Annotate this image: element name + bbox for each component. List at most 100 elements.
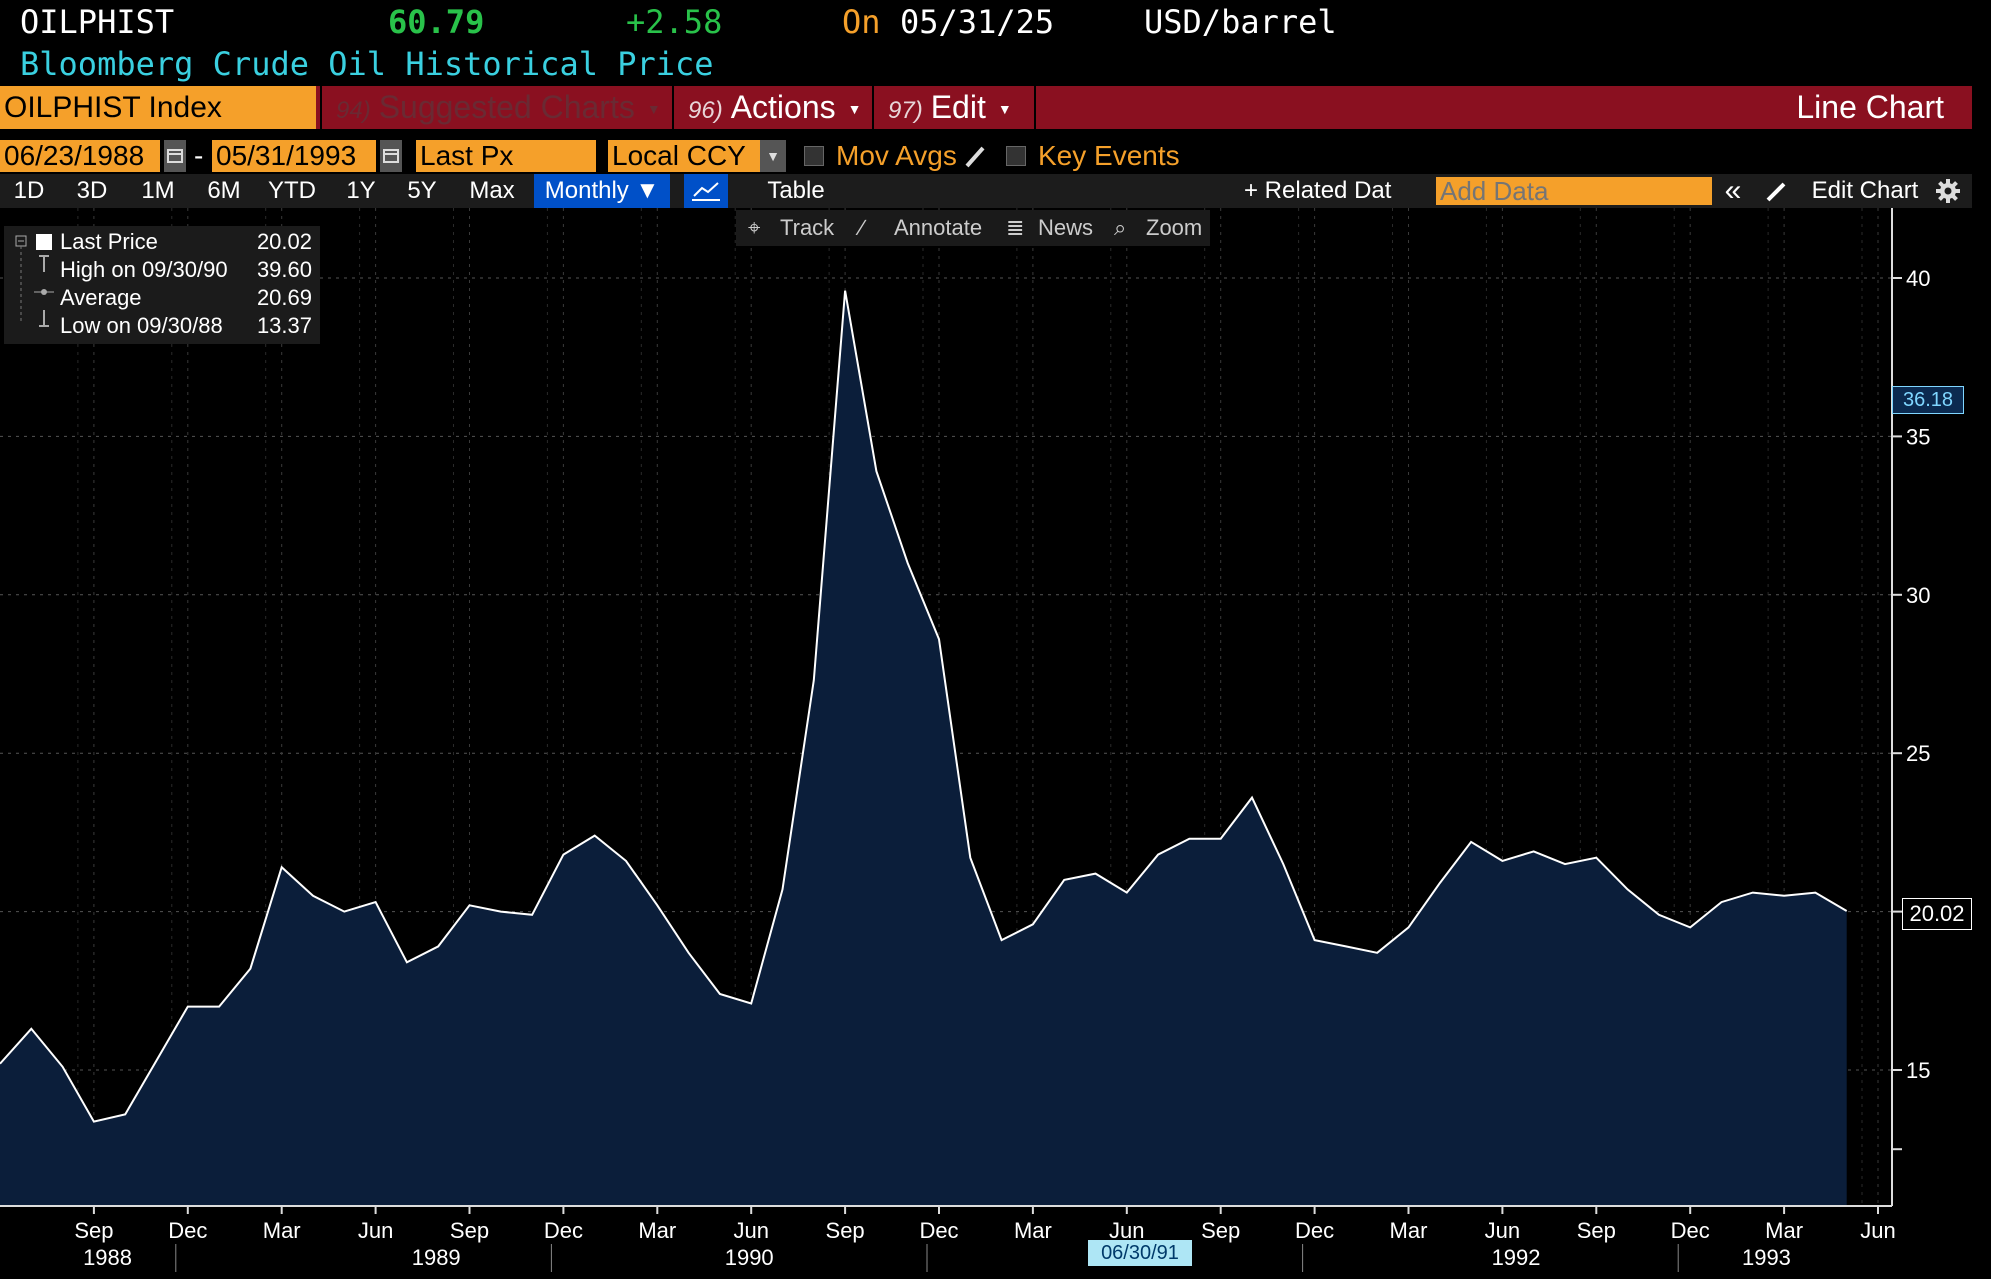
x-tick-label: Dec xyxy=(1671,1218,1710,1243)
x-tick-label: Sep xyxy=(1201,1218,1240,1243)
x-tick-label: Jun xyxy=(1860,1218,1895,1243)
price-chart: 152025303540 SepDecMarJunSepDecMarJunSep… xyxy=(0,208,1930,1272)
mov-avgs-checkbox[interactable] xyxy=(804,146,824,166)
edit-chart-button[interactable]: Edit Chart xyxy=(1811,177,1919,204)
period-3d[interactable]: 3D xyxy=(76,177,108,204)
period-6m[interactable]: 6M xyxy=(207,177,241,204)
legend-average-value: 20.69 xyxy=(256,285,312,310)
price-field-select[interactable]: Last Px xyxy=(416,140,596,172)
mov-avgs-label: Mov Avgs xyxy=(836,140,957,171)
chart-tools-bar: ⌖ Track ∕ Annotate ≣ News ⌕ Zoom xyxy=(736,210,1210,246)
calendar-icon[interactable] xyxy=(380,140,402,172)
x-year-label: 1988 xyxy=(83,1245,132,1270)
caret-down-icon: ▼ xyxy=(997,101,1012,118)
x-tick-label: Mar xyxy=(1390,1218,1428,1243)
x-tick-label: Mar xyxy=(638,1218,676,1243)
x-year-label: 1990 xyxy=(725,1245,774,1270)
edit-label: Edit xyxy=(930,89,986,125)
line-chart-icon[interactable] xyxy=(684,174,728,208)
legend-last-label: Last Price xyxy=(60,229,158,254)
period-1y[interactable]: 1Y xyxy=(346,177,376,204)
caret-down-icon: ▼ xyxy=(847,101,862,118)
price-line xyxy=(0,290,1848,1123)
end-date-field[interactable]: 05/31/1993 xyxy=(212,140,376,172)
price-area xyxy=(0,290,1847,1206)
x-tick-label: Sep xyxy=(826,1218,865,1243)
zoom-button[interactable]: Zoom xyxy=(1146,215,1203,240)
legend-tree-icon xyxy=(15,234,54,327)
legend-high-label: High on 09/30/90 xyxy=(60,257,228,282)
crosshair-value-tag: 36.18 xyxy=(1892,386,1964,414)
x-tick-label: Mar xyxy=(1014,1218,1052,1243)
period-5y[interactable]: 5Y xyxy=(407,177,437,204)
period-1m[interactable]: 1M xyxy=(141,177,175,204)
y-tick-label: 15 xyxy=(1906,1058,1930,1083)
currency-select[interactable]: Local CCY xyxy=(608,140,760,172)
frequency-select[interactable]: Monthly ▼ xyxy=(534,174,670,208)
caret-down-icon: ▼ xyxy=(646,101,661,118)
x-tick-label: Sep xyxy=(74,1218,113,1243)
news-icon: ≣ xyxy=(1006,215,1025,240)
add-data-input[interactable] xyxy=(1436,177,1712,205)
last-price-tag: 20.02 xyxy=(1902,898,1972,930)
x-tick-label: Jun xyxy=(733,1218,768,1243)
date-marker-tag: 06/30/91 xyxy=(1088,1240,1192,1266)
x-tick-label: Dec xyxy=(168,1218,207,1243)
zoom-icon: ⌕ xyxy=(1114,215,1127,240)
on-label: On xyxy=(842,3,881,41)
key-events-checkbox[interactable] xyxy=(1006,146,1026,166)
legend-last-value: 20.02 xyxy=(256,229,312,254)
x-tick-label: Jun xyxy=(1109,1218,1144,1243)
start-date-field[interactable]: 06/23/1988 xyxy=(0,140,160,172)
x-tick-label: Mar xyxy=(263,1218,301,1243)
price-unit: USD/barrel xyxy=(1144,3,1337,41)
gear-icon[interactable] xyxy=(1934,177,1962,210)
x-tick-label: Mar xyxy=(1765,1218,1803,1243)
y-tick-label: 40 xyxy=(1906,266,1930,291)
legend-average-label: Average xyxy=(60,285,142,310)
actions-button[interactable]: 96) Actions ▼ xyxy=(672,86,910,129)
edit-number: 97) xyxy=(888,97,923,124)
chart-type-label[interactable]: Line Chart xyxy=(1796,89,1944,125)
period-ytd[interactable]: YTD xyxy=(268,177,316,204)
key-events-label: Key Events xyxy=(1038,140,1180,171)
x-axis-ticks: Sep Dec Mar Jun Sep Dec Mar Jun Sep Dec Mar Jun Sep D… xyxy=(74,1206,1896,1272)
x-year-label: 1992 xyxy=(1492,1245,1541,1270)
legend-high-value: 39.60 xyxy=(256,257,312,282)
x-tick-label: Sep xyxy=(1577,1218,1616,1243)
period-max[interactable]: Max xyxy=(469,177,515,204)
price-change: +2.58 xyxy=(626,3,723,41)
x-tick-label: Jun xyxy=(358,1218,393,1243)
edit-pencil-icon[interactable] xyxy=(1764,178,1790,209)
suggested-charts-button[interactable]: 94) Suggested Charts ▼ xyxy=(320,86,670,129)
table-button[interactable]: Table xyxy=(767,177,825,204)
pencil-icon[interactable] xyxy=(962,140,988,177)
legend-low-value: 13.37 xyxy=(256,313,312,338)
news-button[interactable]: News xyxy=(1038,215,1094,240)
chart-legend: Last Price 20.02 High on 09/30/90 39.60 … xyxy=(4,226,320,344)
calendar-icon[interactable] xyxy=(164,140,186,172)
y-tick-label: 30 xyxy=(1906,583,1930,608)
ticker-symbol: OILPHIST xyxy=(20,3,175,41)
legend-low-label: Low on 09/30/88 xyxy=(60,313,223,338)
security-description: Bloomberg Crude Oil Historical Price xyxy=(20,45,714,83)
y-tick-label: 35 xyxy=(1906,424,1930,449)
track-button[interactable]: Track xyxy=(780,215,835,240)
annotate-button[interactable]: Annotate xyxy=(894,215,983,240)
chart-toolbar: OILPHIST Index 94) Suggested Charts ▼ 96) A… xyxy=(0,86,1972,129)
edit-button[interactable]: 97) Edit ▼ xyxy=(872,86,1032,129)
x-tick-label: Sep xyxy=(450,1218,489,1243)
security-field[interactable]: OILPHIST Index xyxy=(0,86,316,129)
last-price: 60.79 xyxy=(388,3,485,41)
crosshair-icon: ⌖ xyxy=(748,215,761,240)
suggested-charts-label: Suggested Charts xyxy=(378,89,635,125)
currency-dropdown-icon[interactable]: ▼ xyxy=(760,140,786,172)
x-year-label: 1989 xyxy=(412,1245,461,1270)
annotate-pen-icon: ∕ xyxy=(860,215,864,240)
y-tick-label: 25 xyxy=(1906,741,1930,766)
period-1d[interactable]: 1D xyxy=(13,177,45,204)
collapse-icon[interactable]: « xyxy=(1724,174,1742,207)
related-data-button[interactable]: + Related Dat xyxy=(1244,174,1432,208)
suggested-charts-number: 94) xyxy=(336,97,371,124)
period-toolbar: 1D 3D 1M 6M YTD 1Y 5Y Max Monthly ▼ Tabl… xyxy=(0,174,1972,208)
